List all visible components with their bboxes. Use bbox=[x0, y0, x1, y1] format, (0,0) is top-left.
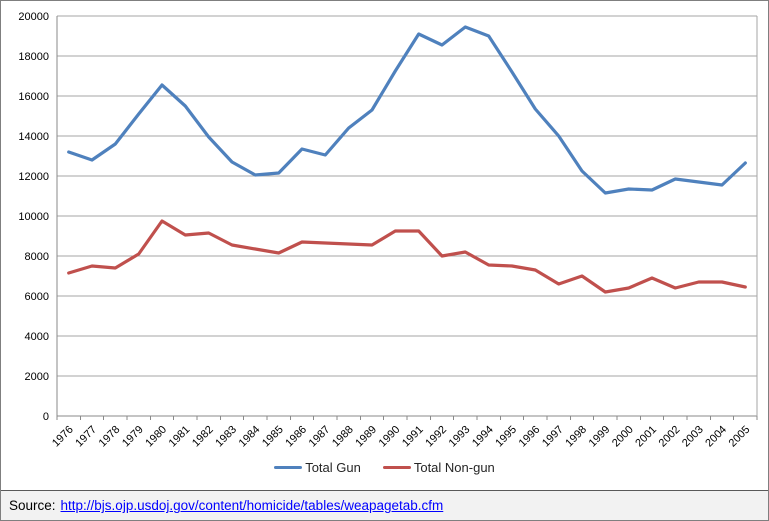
x-tick-label: 2005 bbox=[727, 424, 753, 450]
x-tick-label: 2001 bbox=[633, 424, 659, 450]
x-tick-label: 1986 bbox=[283, 424, 309, 450]
x-tick-label: 1988 bbox=[330, 424, 356, 450]
x-tick-label: 1998 bbox=[563, 424, 589, 450]
x-tick-label: 1992 bbox=[423, 424, 449, 450]
x-tick-label: 2004 bbox=[703, 424, 729, 450]
x-tick-label: 1976 bbox=[50, 424, 76, 450]
source-label: Source: bbox=[9, 498, 56, 513]
x-tick-label: 1981 bbox=[167, 424, 193, 450]
y-tick-label: 12000 bbox=[18, 171, 49, 183]
x-tick-label: 1983 bbox=[213, 424, 239, 450]
x-tick-label: 1997 bbox=[540, 424, 566, 450]
x-tick-label: 2000 bbox=[610, 424, 636, 450]
series-line-total-non-gun bbox=[67, 219, 747, 294]
x-tick-label: 1991 bbox=[400, 424, 426, 450]
series-line-total-gun bbox=[67, 25, 747, 195]
y-tick-label: 2000 bbox=[25, 371, 49, 383]
x-tick-label: 1989 bbox=[353, 424, 379, 450]
y-tick-label: 4000 bbox=[25, 331, 49, 343]
x-tick-label: 2002 bbox=[657, 424, 683, 450]
legend-label-total-non-gun: Total Non-gun bbox=[413, 460, 495, 475]
y-tick-label: 20000 bbox=[18, 11, 49, 23]
source-link[interactable]: http://bjs.ojp.usdoj.gov/content/homicid… bbox=[60, 498, 444, 513]
x-tick-label: 1978 bbox=[97, 424, 123, 450]
legend-item-total-gun: Total Gun bbox=[274, 460, 361, 475]
legend-line-swatch-non-gun bbox=[382, 466, 411, 469]
x-tick-label: 1996 bbox=[517, 424, 543, 450]
y-tick-label: 8000 bbox=[25, 251, 49, 263]
chart-svg: 0 2000 4000 6000 8000 10000 12000 14000 16000 180… bbox=[18, 11, 758, 450]
x-tick-label: 1993 bbox=[447, 424, 473, 450]
x-tick-label: 2003 bbox=[680, 424, 706, 450]
x-tick-label: 1977 bbox=[73, 424, 99, 450]
x-tick-label: 1999 bbox=[587, 424, 613, 450]
y-tick-label: 18000 bbox=[18, 51, 49, 63]
y-tick-label: 0 bbox=[43, 411, 49, 423]
x-tick-label: 1984 bbox=[237, 424, 263, 450]
legend-label-total-gun: Total Gun bbox=[305, 460, 361, 475]
y-tick-label: 14000 bbox=[18, 131, 49, 143]
x-tick-label: 1995 bbox=[493, 424, 519, 450]
y-tick-label: 6000 bbox=[25, 291, 49, 303]
x-tick-label: 1994 bbox=[470, 424, 496, 450]
legend-line-swatch-gun bbox=[274, 466, 303, 469]
legend: Total Gun Total Non-gun bbox=[1, 460, 768, 475]
x-tick-label: 1985 bbox=[260, 424, 286, 450]
legend-item-total-non-gun: Total Non-gun bbox=[382, 460, 495, 475]
x-tick-label: 1987 bbox=[307, 424, 333, 450]
x-tick-label: 1990 bbox=[377, 424, 403, 450]
x-tick-label: 1980 bbox=[143, 424, 169, 450]
x-tick-label: 1982 bbox=[190, 424, 216, 450]
source-bar: Source: http://bjs.ojp.usdoj.gov/content… bbox=[1, 490, 768, 520]
y-tick-label: 10000 bbox=[18, 211, 49, 223]
x-tick-label: 1979 bbox=[120, 424, 146, 450]
y-tick-label: 16000 bbox=[18, 91, 49, 103]
